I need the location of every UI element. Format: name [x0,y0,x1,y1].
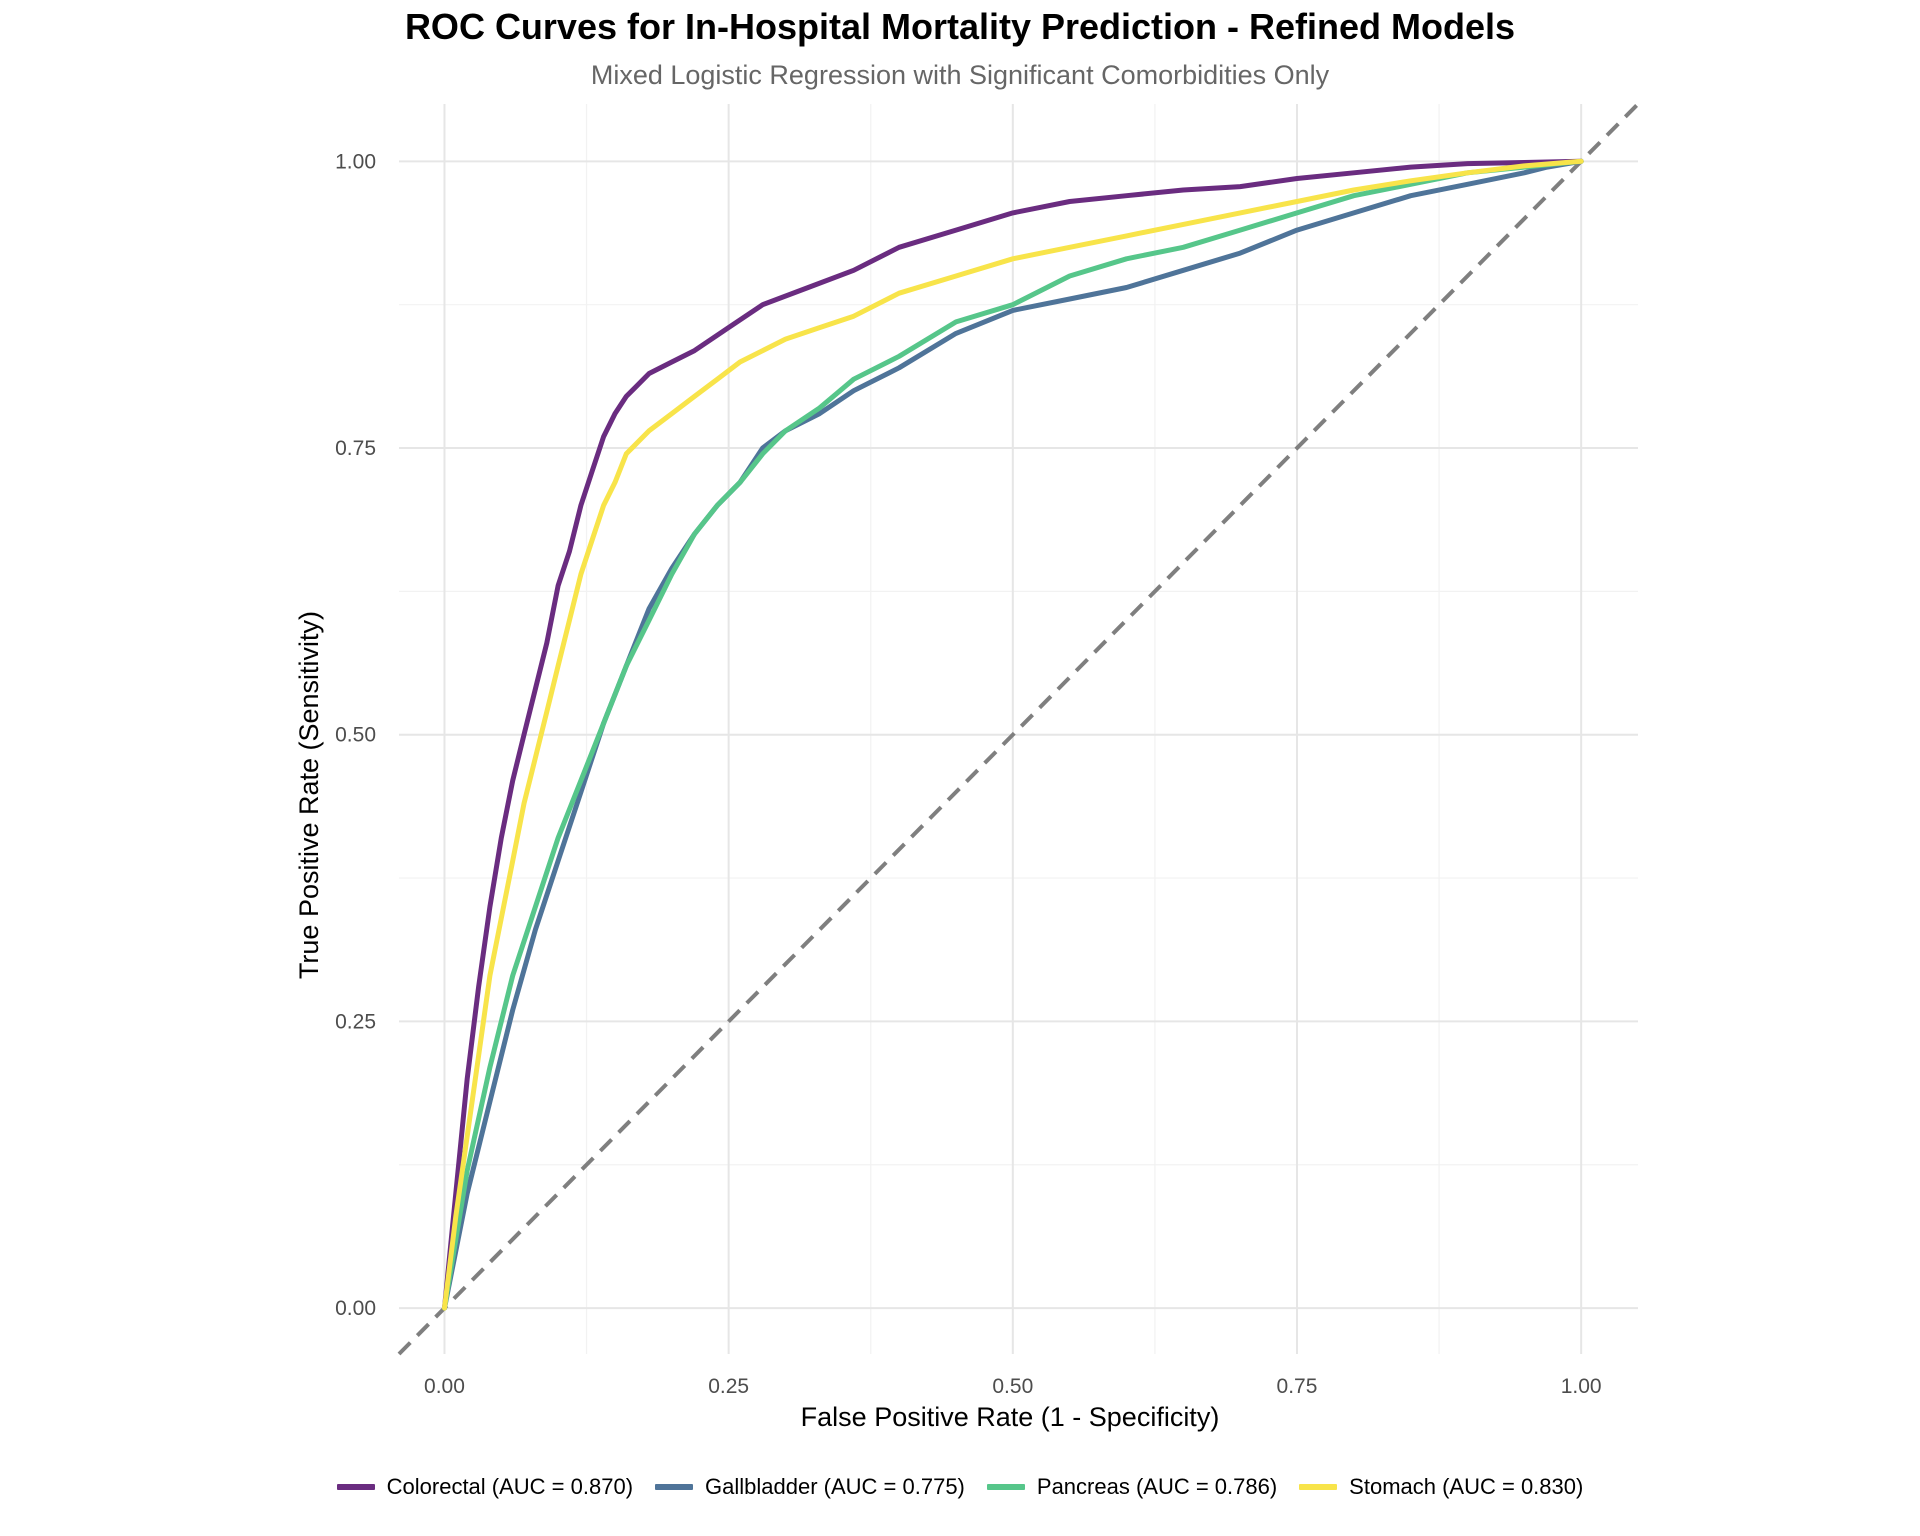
roc-curves [442,158,1584,1311]
x-tick-label: 1.00 [1561,1375,1602,1398]
y-tick-label: 0.25 [335,1010,376,1033]
grid-lines [399,104,1638,1354]
legend-label: Colorectal (AUC = 0.870) [386,1474,634,1499]
x-tick-label: 0.00 [424,1375,465,1398]
legend-item: Colorectal (AUC = 0.870) [336,1474,634,1500]
reference-line [397,102,1640,1356]
y-tick-label: 0.00 [335,1297,376,1320]
legend-item: Stomach (AUC = 0.830) [1299,1474,1583,1500]
legend-label: Pancreas (AUC = 0.786) [1036,1474,1278,1499]
y-tick-label: 0.75 [335,437,376,460]
y-tick-label: 0.50 [335,724,376,747]
legend-label: Stomach (AUC = 0.830) [1349,1474,1584,1499]
legend-label: Gallbladder (AUC = 0.775) [705,1474,965,1499]
legend-item: Pancreas (AUC = 0.786) [986,1474,1278,1500]
legend-swatch [1299,1484,1338,1490]
roc-curve-colorectal [442,158,1584,1311]
x-tick-label: 0.50 [992,1375,1033,1398]
x-axis-ticks: 0.00 0.25 0.50 0.75 1.00 [424,1375,1602,1398]
roc-curve-pancreas [442,158,1584,1311]
legend-swatch [986,1484,1025,1490]
reference-diagonal [397,102,1640,1356]
x-tick-label: 0.75 [1277,1375,1318,1398]
chart-title: ROC Curves for In-Hospital Mortality Pre… [404,6,1516,47]
y-axis-label: True Positive Rate (Sensitivity) [294,611,324,979]
x-tick-label: 0.25 [708,1375,749,1398]
x-axis-label: False Positive Rate (1 - Specificity) [801,1402,1220,1432]
chart-subtitle: Mixed Logistic Regression with Significa… [590,60,1330,90]
y-tick-label: 1.00 [335,150,376,173]
legend: Colorectal (AUC = 0.870) Gallbladder (AUC… [0,1474,1920,1500]
roc-curve-stomach [442,158,1584,1311]
legend-swatch [336,1484,375,1490]
legend-swatch [655,1484,694,1490]
legend-item: Gallbladder (AUC = 0.775) [655,1474,965,1500]
y-axis-ticks: 0.00 0.25 0.50 0.75 1.00 [335,150,376,1320]
